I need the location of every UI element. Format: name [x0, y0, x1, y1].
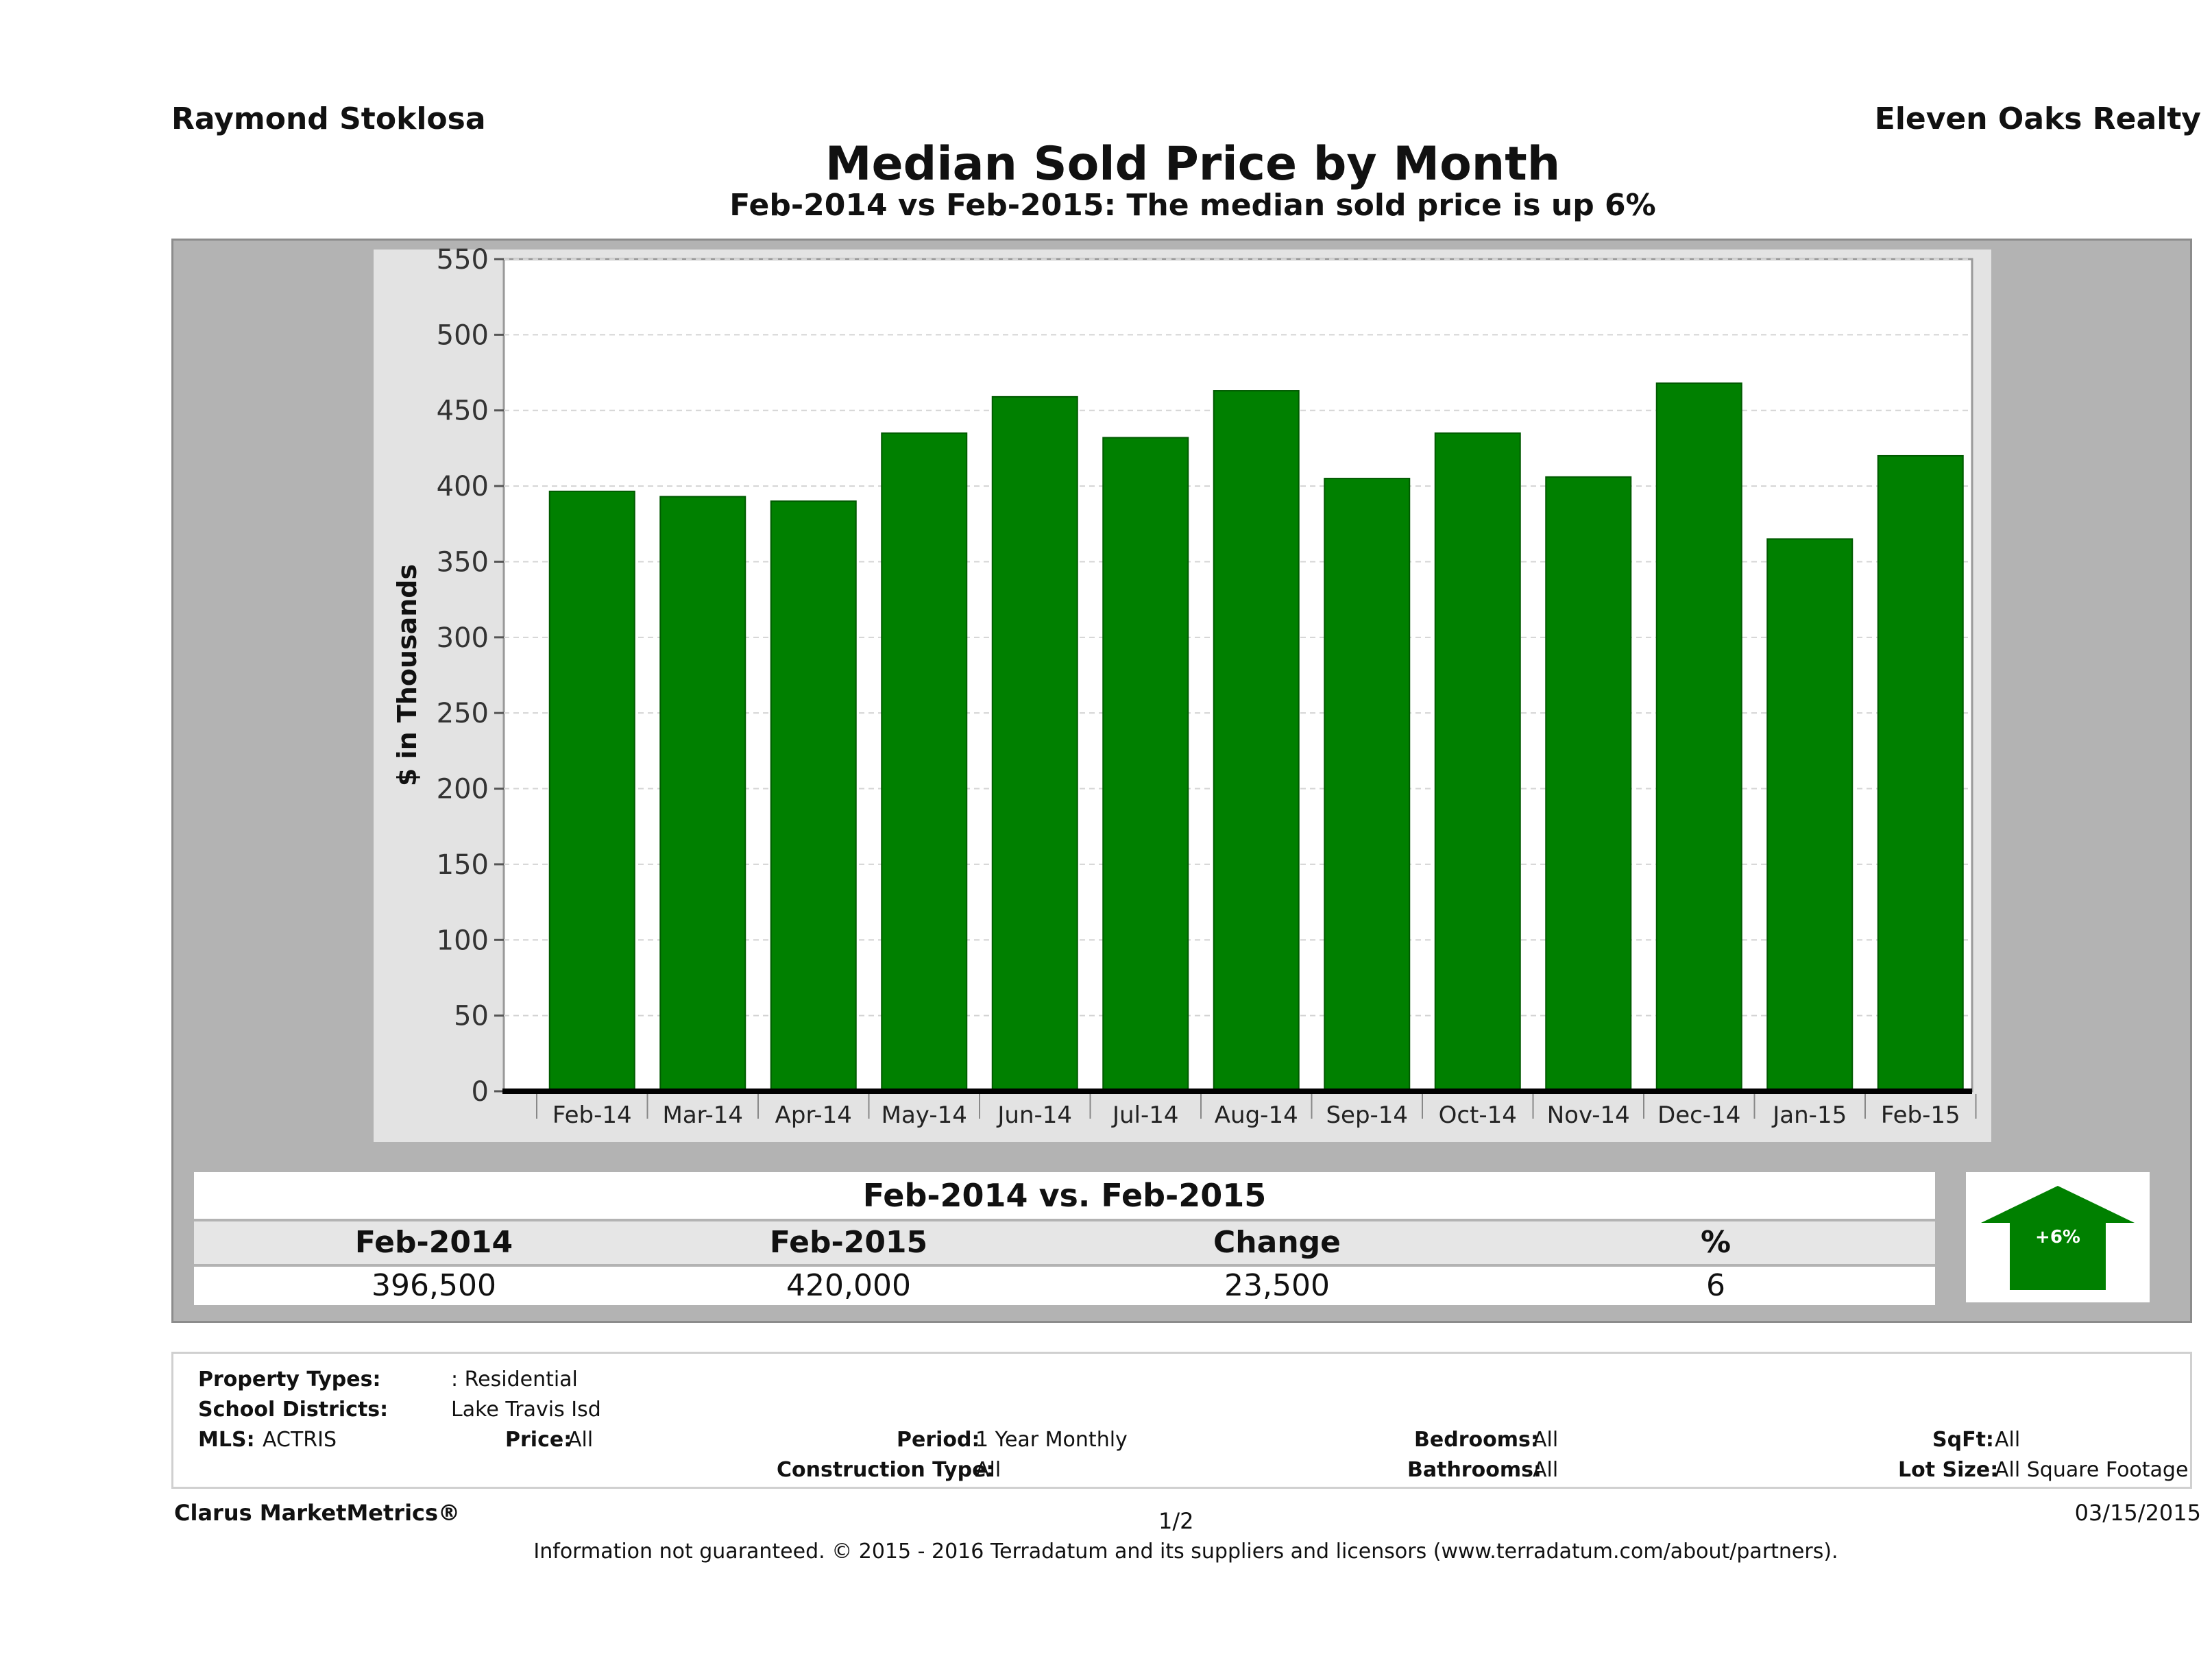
bar-jul-14: [1102, 437, 1189, 1092]
bar-oct-14: [1434, 432, 1521, 1092]
summary-header-feb-2014: Feb-2014: [354, 1225, 513, 1260]
bar-may-14: [881, 432, 968, 1092]
y-tick-label: 350: [437, 546, 489, 578]
bathrooms-value: All: [1533, 1458, 1559, 1482]
x-tick-label: Feb-15: [1881, 1102, 1960, 1129]
x-tick-label: Feb-14: [552, 1102, 632, 1129]
brokerage-name: Eleven Oaks Realty: [1874, 101, 2201, 136]
x-tick-label: Mar-14: [662, 1102, 743, 1129]
school-districts-label: School Districts:: [198, 1398, 389, 1422]
bar-jan-15: [1766, 538, 1854, 1092]
x-tick-label: Jun-14: [996, 1102, 1072, 1129]
chart-title: Median Sold Price by Month: [825, 137, 1561, 191]
x-tick-label: Dec-14: [1657, 1102, 1740, 1129]
x-tick-label: Aug-14: [1215, 1102, 1298, 1129]
bar-sep-14: [1324, 478, 1411, 1092]
summary-value-row: 396,500 420,000 23,500 6: [194, 1267, 1935, 1305]
y-tick-label: 550: [437, 244, 489, 276]
summary-header-feb-2015: Feb-2015: [769, 1225, 928, 1260]
construction-type-label: Construction Type:: [777, 1458, 995, 1482]
price-label: Price:: [505, 1428, 572, 1452]
x-tick-label: Sep-14: [1326, 1102, 1408, 1129]
bar-dec-14: [1655, 382, 1742, 1093]
page-number: 1/2: [1158, 1508, 1194, 1534]
summary-value-feb-2015: 420,000: [786, 1268, 911, 1303]
y-tick-label: 500: [437, 319, 489, 351]
school-districts-value: Lake Travis Isd: [451, 1398, 601, 1422]
up-arrow-icon: [1981, 1186, 2135, 1290]
disclaimer: Information not guaranteed. © 2015 - 201…: [533, 1540, 1838, 1564]
bar-feb-15: [1877, 454, 1964, 1093]
footer-brand: Clarus MarketMetrics®: [174, 1500, 461, 1526]
report-date: 03/15/2015: [2074, 1500, 2201, 1526]
x-tick-label: Nov-14: [1547, 1102, 1630, 1129]
bar-chart: 0 50 100 150 200 250 300 350 400 450 500 550 $ in Th…: [392, 244, 1977, 1129]
bar-aug-14: [1213, 390, 1300, 1093]
sqft-label: SqFt:: [1932, 1428, 1994, 1452]
summary-value-percent: 6: [1706, 1268, 1725, 1303]
summary-header-percent: %: [1700, 1225, 1731, 1260]
lot-size-value: All Square Footage: [1995, 1458, 2189, 1482]
price-value: All: [568, 1428, 594, 1452]
y-tick-label: 250: [437, 698, 489, 729]
y-tick-label: 400: [437, 471, 489, 502]
property-types-label: Property Types:: [198, 1367, 381, 1391]
chart-subtitle: Feb-2014 vs Feb-2015: The median sold pr…: [729, 188, 1656, 223]
y-tick-label: 50: [454, 1001, 489, 1032]
property-types-value: : Residential: [451, 1367, 578, 1391]
bar-feb-14: [548, 490, 635, 1093]
chart-panel: 0 50 100 150 200 250 300 350 400 450 500 550 $ in Th…: [374, 244, 1991, 1142]
y-tick-label: 300: [437, 622, 489, 654]
lot-size-label: Lot Size:: [1898, 1458, 1999, 1482]
y-tick-label: 100: [437, 925, 489, 956]
summary-header-change: Change: [1213, 1225, 1341, 1260]
x-tick-label: May-14: [882, 1102, 967, 1129]
y-tick-label: 150: [437, 849, 489, 881]
search-criteria: Property Types: : Residential School Dis…: [171, 1352, 2192, 1489]
agent-name: Raymond Stoklosa: [171, 101, 486, 136]
x-tick-label: Jan-15: [1771, 1102, 1847, 1129]
mls-value: ACTRIS: [263, 1428, 337, 1452]
bar-nov-14: [1545, 476, 1632, 1092]
mls-label: MLS:: [198, 1428, 255, 1452]
period-label: Period:: [897, 1428, 980, 1452]
y-tick-label: 0: [472, 1076, 489, 1108]
x-tick-label: Oct-14: [1439, 1102, 1517, 1129]
change-badge: +6%: [1966, 1172, 2150, 1302]
y-axis-label: $ in Thousands: [392, 564, 422, 786]
x-tick-label: Apr-14: [775, 1102, 852, 1129]
bedrooms-value: All: [1533, 1428, 1559, 1452]
x-tick-label: Jul-14: [1111, 1102, 1179, 1129]
construction-type-value: All: [975, 1458, 1001, 1482]
y-tick-label: 450: [437, 396, 489, 427]
period-value: 1 Year Monthly: [975, 1428, 1128, 1452]
summary-value-change: 23,500: [1224, 1268, 1330, 1303]
bedrooms-label: Bedrooms:: [1414, 1428, 1539, 1452]
summary-title: Feb-2014 vs. Feb-2015: [194, 1172, 1935, 1219]
bar-mar-14: [659, 496, 746, 1092]
sqft-value: All: [1995, 1428, 2021, 1452]
bar-jun-14: [991, 396, 1078, 1092]
summary-value-feb-2014: 396,500: [372, 1268, 496, 1303]
bathrooms-label: Bathrooms:: [1407, 1458, 1542, 1482]
bar-apr-14: [770, 500, 857, 1092]
change-badge-label: +6%: [2035, 1227, 2080, 1248]
y-tick-label: 200: [437, 774, 489, 805]
summary-header-row: Feb-2014 Feb-2015 Change %: [194, 1221, 1935, 1264]
